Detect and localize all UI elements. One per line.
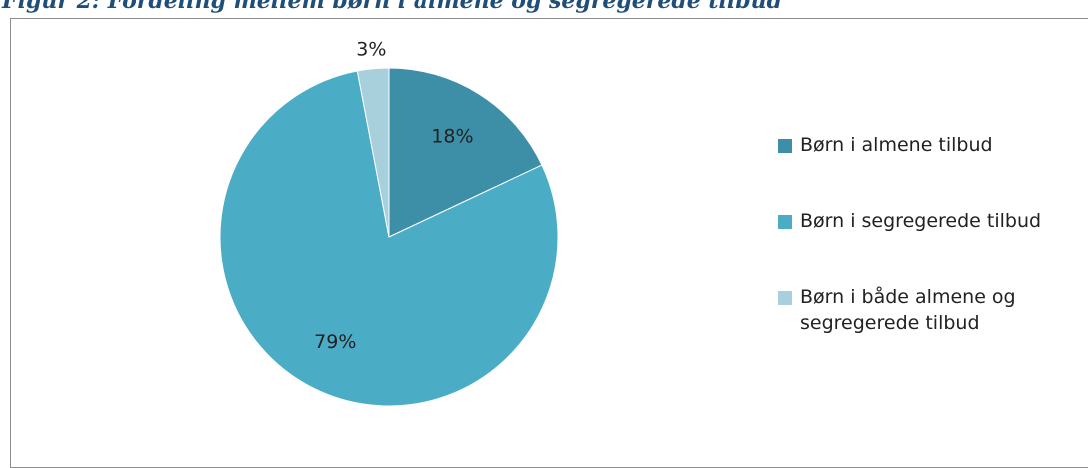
legend-label: Børn i segregerede tilbud — [800, 210, 1042, 232]
legend-swatch — [778, 215, 792, 229]
pie-slice — [356, 67, 390, 238]
legend-item: Børn i segregerede tilbud — [778, 208, 1078, 234]
data-label: 3% — [356, 39, 386, 61]
legend-item: Børn i almene tilbud — [778, 132, 1078, 158]
legend-item: Børn i både almene og segregerede tilbud — [778, 284, 1078, 336]
legend-swatch — [778, 139, 792, 153]
pie-slice — [388, 67, 543, 238]
data-label: 79% — [314, 331, 356, 353]
legend-label: Børn i almene tilbud — [800, 134, 993, 156]
legend: Børn i almene tilbud Børn i segregerede t… — [778, 132, 1078, 386]
legend-swatch — [778, 291, 792, 305]
chart-title: Figur 2: Fordeling mellem børn i almene … — [2, 0, 783, 14]
pie-slice — [219, 70, 559, 407]
data-label: 18% — [431, 126, 473, 148]
chart: 18% 79% 3% — [219, 39, 559, 407]
legend-label: Børn i både almene og segregerede tilbud — [800, 286, 1016, 334]
